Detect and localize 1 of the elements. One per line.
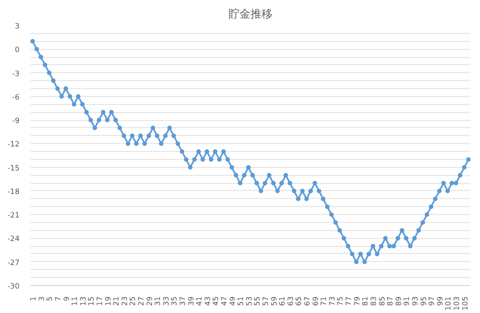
- chart-title: 貯金推移: [228, 8, 272, 20]
